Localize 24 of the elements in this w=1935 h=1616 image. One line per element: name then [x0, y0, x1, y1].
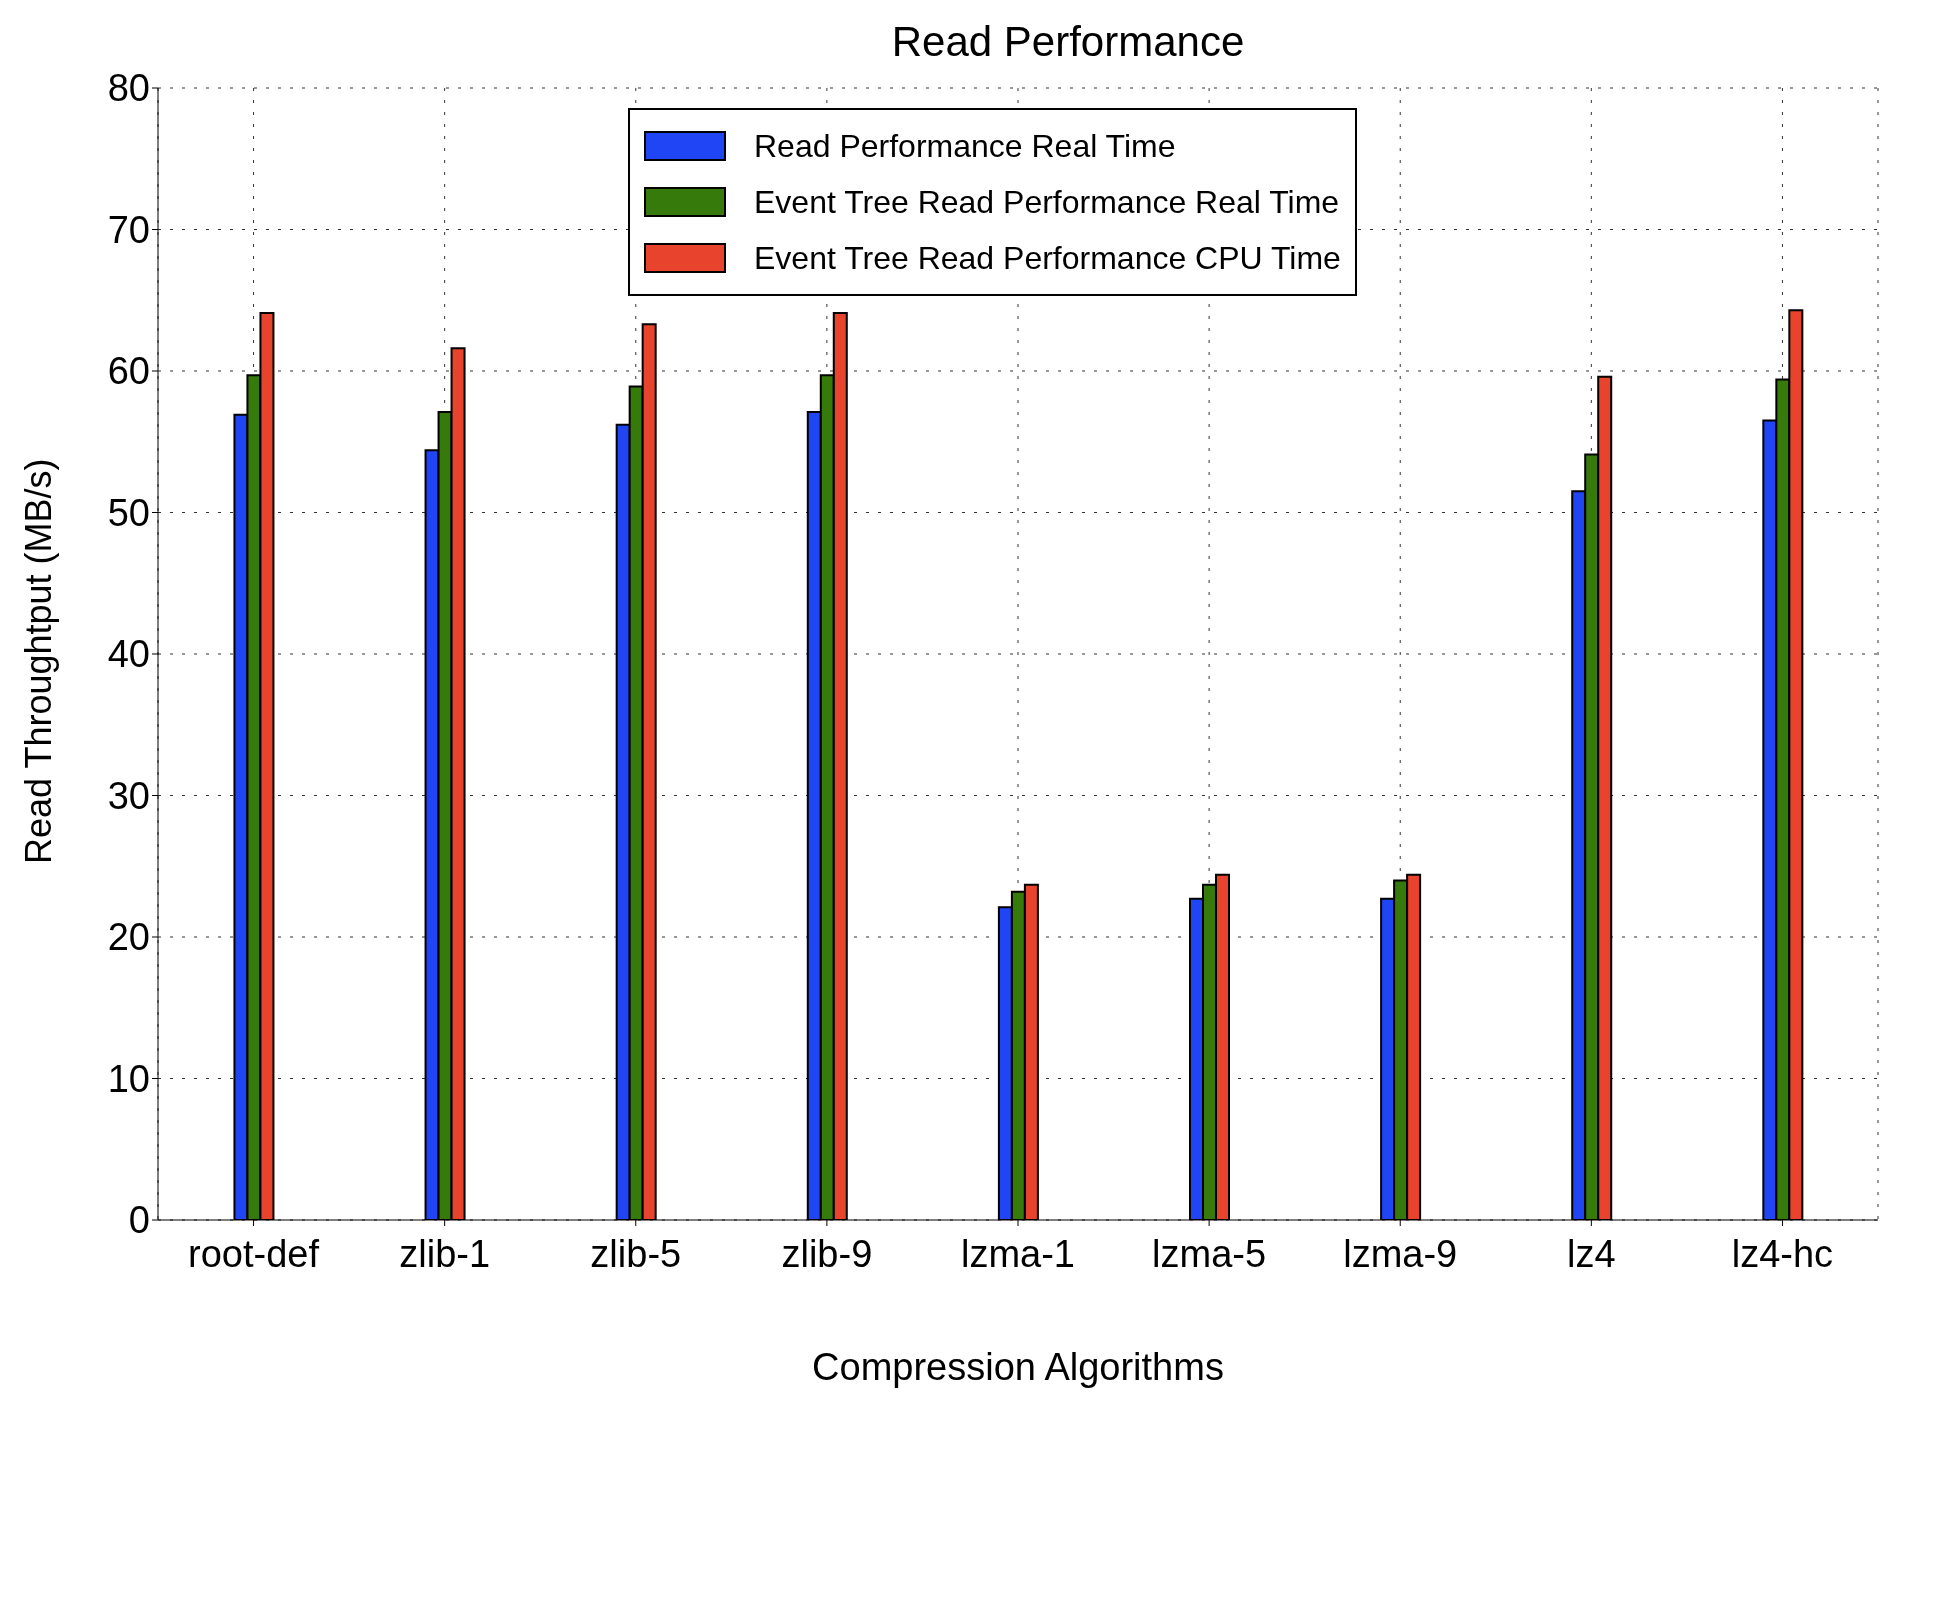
y-tick-label: 70: [107, 208, 150, 251]
legend-label: Event Tree Read Performance CPU Time: [754, 239, 1341, 277]
y-tick-label: 40: [107, 633, 150, 676]
y-tick-label: 0: [128, 1199, 150, 1242]
legend-label: Event Tree Read Performance Real Time: [754, 183, 1340, 221]
x-tick-label: root-def: [188, 1232, 320, 1275]
y-tick-label: 20: [107, 916, 150, 959]
y-tick-label: 50: [107, 491, 150, 534]
y-axis-title: Read Throughtput (MB/s): [17, 458, 59, 864]
x-tick-label: zlib-1: [399, 1232, 491, 1275]
y-tick-label: 80: [107, 67, 150, 110]
x-tick-label: lzma-1: [960, 1232, 1076, 1275]
y-tick-label: 60: [107, 350, 150, 393]
chart-title: Read Performance: [890, 18, 1246, 66]
x-axis-title: Compression Algorithms: [812, 1346, 1224, 1388]
y-tick-label: 10: [107, 1057, 150, 1100]
x-tick-label: lzma-5: [1152, 1232, 1267, 1275]
x-tick-label: lzma-9: [1343, 1232, 1458, 1275]
x-tick-label: zlib-9: [781, 1232, 873, 1275]
x-tick-label: lz4: [1567, 1232, 1616, 1275]
x-tick-label: lz4-hc: [1731, 1232, 1834, 1275]
x-tick-label: zlib-5: [590, 1232, 682, 1275]
legend-label: Read Performance Real Time: [754, 127, 1176, 165]
y-tick-label: 30: [107, 774, 150, 817]
